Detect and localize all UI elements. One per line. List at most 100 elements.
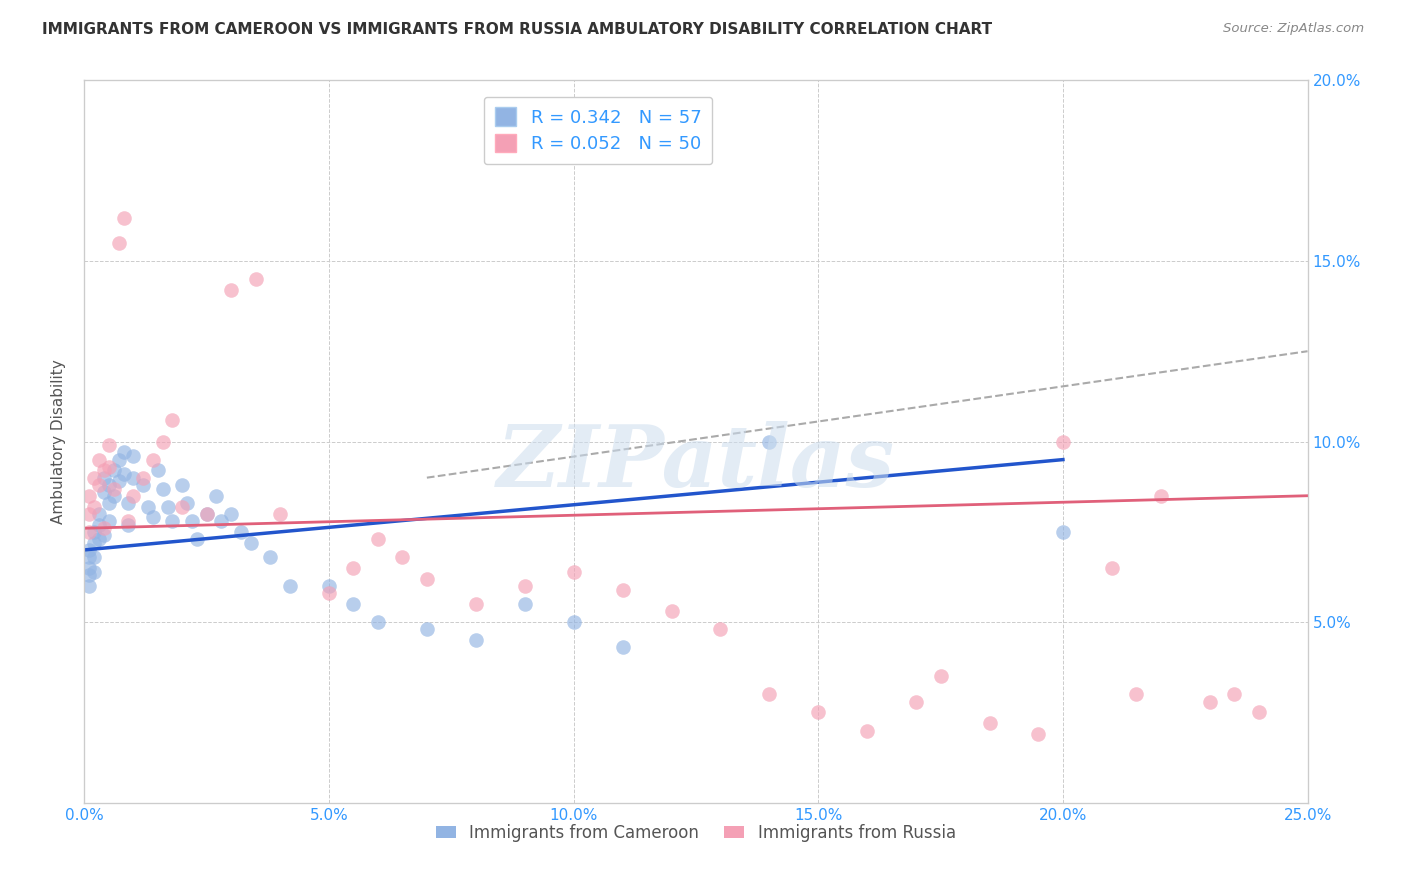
Point xyxy=(117,517,139,532)
Point xyxy=(758,434,780,449)
Point xyxy=(162,413,184,427)
Point xyxy=(97,438,120,452)
Text: IMMIGRANTS FROM CAMEROON VS IMMIGRANTS FROM RUSSIA AMBULATORY DISABILITY CORRELA: IMMIGRANTS FROM CAMEROON VS IMMIGRANTS F… xyxy=(42,22,993,37)
Point xyxy=(367,615,389,630)
Point xyxy=(97,459,120,474)
Point xyxy=(77,489,100,503)
Point xyxy=(758,687,780,701)
Point xyxy=(464,597,486,611)
Point xyxy=(83,565,105,579)
Point xyxy=(342,561,364,575)
Point xyxy=(87,507,110,521)
Point xyxy=(1028,727,1050,741)
Point xyxy=(1052,434,1074,449)
Point xyxy=(142,510,165,524)
Point xyxy=(195,507,218,521)
Point xyxy=(112,467,135,481)
Point xyxy=(122,449,145,463)
Point xyxy=(83,500,105,514)
Point xyxy=(1150,489,1173,503)
Point xyxy=(87,517,110,532)
Point xyxy=(77,561,100,575)
Point xyxy=(136,500,159,514)
Point xyxy=(77,507,100,521)
Point xyxy=(1198,695,1220,709)
Point xyxy=(661,604,683,618)
Point xyxy=(117,514,139,528)
Point xyxy=(107,452,129,467)
Point xyxy=(112,445,135,459)
Point xyxy=(122,489,145,503)
Point xyxy=(112,211,135,225)
Point xyxy=(146,463,169,477)
Point xyxy=(83,471,105,485)
Point xyxy=(1125,687,1147,701)
Point xyxy=(156,500,179,514)
Point xyxy=(97,496,120,510)
Point xyxy=(142,452,165,467)
Point xyxy=(117,496,139,510)
Point xyxy=(87,532,110,546)
Point xyxy=(1052,524,1074,539)
Point xyxy=(107,235,129,250)
Point xyxy=(152,434,174,449)
Point xyxy=(87,478,110,492)
Point xyxy=(205,489,228,503)
Point xyxy=(83,524,105,539)
Point xyxy=(132,478,155,492)
Point xyxy=(1223,687,1246,701)
Point xyxy=(807,706,830,720)
Point xyxy=(612,582,634,597)
Point xyxy=(259,550,281,565)
Point xyxy=(93,528,115,542)
Point xyxy=(905,695,928,709)
Point xyxy=(77,579,100,593)
Point xyxy=(172,500,194,514)
Point xyxy=(612,640,634,655)
Point xyxy=(1101,561,1123,575)
Point xyxy=(209,514,232,528)
Point xyxy=(176,496,198,510)
Point xyxy=(83,550,105,565)
Point xyxy=(93,485,115,500)
Point xyxy=(464,633,486,648)
Point xyxy=(103,463,125,477)
Point xyxy=(77,550,100,565)
Point xyxy=(87,452,110,467)
Point xyxy=(278,579,301,593)
Point xyxy=(122,471,145,485)
Point xyxy=(152,482,174,496)
Point xyxy=(318,586,340,600)
Y-axis label: Ambulatory Disability: Ambulatory Disability xyxy=(51,359,66,524)
Point xyxy=(97,514,120,528)
Point xyxy=(219,507,242,521)
Point xyxy=(416,572,439,586)
Point xyxy=(979,716,1001,731)
Point xyxy=(929,669,952,683)
Point xyxy=(103,489,125,503)
Point xyxy=(181,514,204,528)
Point xyxy=(103,482,125,496)
Point xyxy=(391,550,413,565)
Point xyxy=(172,478,194,492)
Point xyxy=(239,535,262,549)
Text: ZIPatlas: ZIPatlas xyxy=(496,421,896,505)
Point xyxy=(416,623,439,637)
Point xyxy=(97,478,120,492)
Point xyxy=(77,542,100,557)
Text: Source: ZipAtlas.com: Source: ZipAtlas.com xyxy=(1223,22,1364,36)
Point xyxy=(229,524,252,539)
Point xyxy=(513,579,536,593)
Point xyxy=(562,615,585,630)
Point xyxy=(195,507,218,521)
Point xyxy=(513,597,536,611)
Point xyxy=(107,475,129,489)
Point xyxy=(93,521,115,535)
Point xyxy=(269,507,291,521)
Point xyxy=(219,283,242,297)
Point xyxy=(77,524,100,539)
Point xyxy=(93,463,115,477)
Point xyxy=(162,514,184,528)
Point xyxy=(367,532,389,546)
Point xyxy=(186,532,208,546)
